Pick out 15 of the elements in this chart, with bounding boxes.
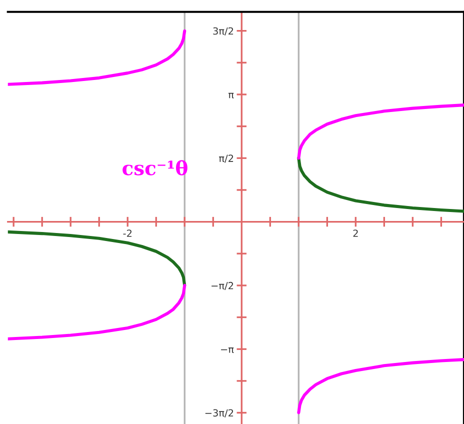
line-series: [297, 358, 464, 414]
y-tick-label: −3π/2: [205, 409, 234, 418]
line-series: [297, 104, 464, 160]
line-series: [8, 284, 186, 340]
y-tick-label: 3π/2: [213, 27, 234, 36]
line-series: [8, 230, 186, 287]
y-tick-label: −π: [221, 347, 234, 353]
x-tick-label: 2: [353, 230, 358, 237]
annotation: csc⁻¹θ: [122, 160, 188, 176]
line-series: [8, 29, 186, 86]
y-tick-label: π/2: [219, 154, 234, 163]
y-tick-label: π: [228, 92, 234, 98]
y-tick-label: −π/2: [212, 282, 234, 290]
line-series: [297, 156, 464, 213]
x-tick-label: -2: [123, 230, 132, 237]
